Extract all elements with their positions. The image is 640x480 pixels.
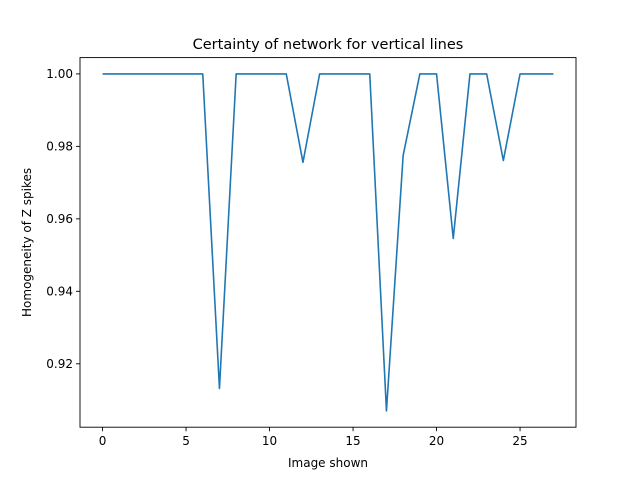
x-tick-label: 10 [262, 434, 277, 448]
y-tick-label: 0.96 [46, 212, 73, 226]
x-tick-label: 0 [99, 434, 107, 448]
y-axis-ticks: 0.92 0.94 0.96 0.98 1.00 [46, 67, 80, 371]
plot-frame [79, 57, 577, 428]
x-tick-label: 15 [345, 434, 360, 448]
x-tick-label: 25 [512, 434, 527, 448]
y-tick-label: 0.94 [46, 285, 73, 299]
plot-series [102, 73, 554, 412]
y-tick-label: 1.00 [46, 67, 73, 81]
chart-title: Certainty of network for vertical lines [193, 37, 464, 53]
x-tick-label: 5 [182, 434, 190, 448]
series-line [102, 73, 554, 412]
x-tick-label: 20 [429, 434, 444, 448]
x-axis-ticks: 0 5 10 15 20 25 [99, 427, 528, 448]
y-axis-label: Homogeneity of Z spikes [20, 168, 34, 317]
y-tick-label: 0.92 [46, 357, 73, 371]
y-tick-label: 0.98 [46, 140, 73, 154]
x-axis-label: Image shown [288, 456, 368, 470]
